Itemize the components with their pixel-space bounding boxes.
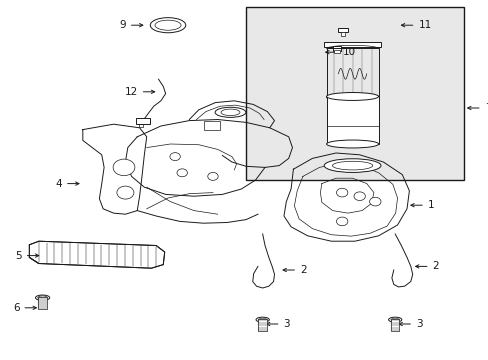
Ellipse shape — [221, 109, 240, 116]
Bar — [332, 46, 341, 51]
Text: 3: 3 — [415, 319, 422, 329]
Text: 10: 10 — [342, 47, 355, 57]
Text: 8: 8 — [366, 161, 372, 171]
Ellipse shape — [324, 159, 380, 172]
Bar — [390, 319, 399, 331]
Text: 12: 12 — [124, 87, 138, 97]
Text: 6: 6 — [13, 303, 20, 313]
Ellipse shape — [388, 317, 401, 322]
Bar — [136, 118, 149, 124]
Circle shape — [113, 159, 135, 176]
Bar — [340, 32, 345, 36]
Text: 5: 5 — [15, 251, 22, 261]
Circle shape — [117, 186, 134, 199]
Polygon shape — [29, 241, 164, 268]
Bar — [338, 28, 347, 32]
Ellipse shape — [258, 318, 266, 321]
Text: 4: 4 — [55, 179, 62, 189]
Ellipse shape — [150, 18, 185, 33]
Ellipse shape — [38, 296, 47, 300]
Circle shape — [177, 169, 187, 177]
Text: 9: 9 — [119, 20, 125, 30]
Bar — [326, 96, 378, 144]
Text: 2: 2 — [300, 265, 306, 275]
Bar — [324, 42, 380, 47]
Ellipse shape — [155, 20, 181, 30]
Text: 3: 3 — [283, 319, 289, 329]
Circle shape — [353, 192, 365, 201]
Text: 1: 1 — [427, 200, 433, 210]
Ellipse shape — [215, 107, 245, 117]
Ellipse shape — [390, 318, 399, 321]
Bar — [258, 319, 266, 331]
Circle shape — [207, 172, 218, 180]
Circle shape — [336, 217, 347, 226]
Ellipse shape — [256, 317, 269, 322]
Bar — [203, 121, 220, 130]
Text: 11: 11 — [418, 20, 431, 30]
Bar — [245, 7, 463, 180]
Text: 2: 2 — [432, 261, 438, 271]
Bar — [38, 297, 47, 309]
Text: 7: 7 — [484, 103, 488, 113]
Ellipse shape — [326, 140, 378, 148]
Ellipse shape — [326, 93, 378, 100]
Ellipse shape — [36, 295, 50, 300]
Bar — [333, 50, 339, 53]
Ellipse shape — [332, 161, 372, 170]
Circle shape — [336, 188, 347, 197]
Circle shape — [169, 153, 180, 161]
Ellipse shape — [326, 93, 378, 101]
Circle shape — [369, 197, 380, 206]
